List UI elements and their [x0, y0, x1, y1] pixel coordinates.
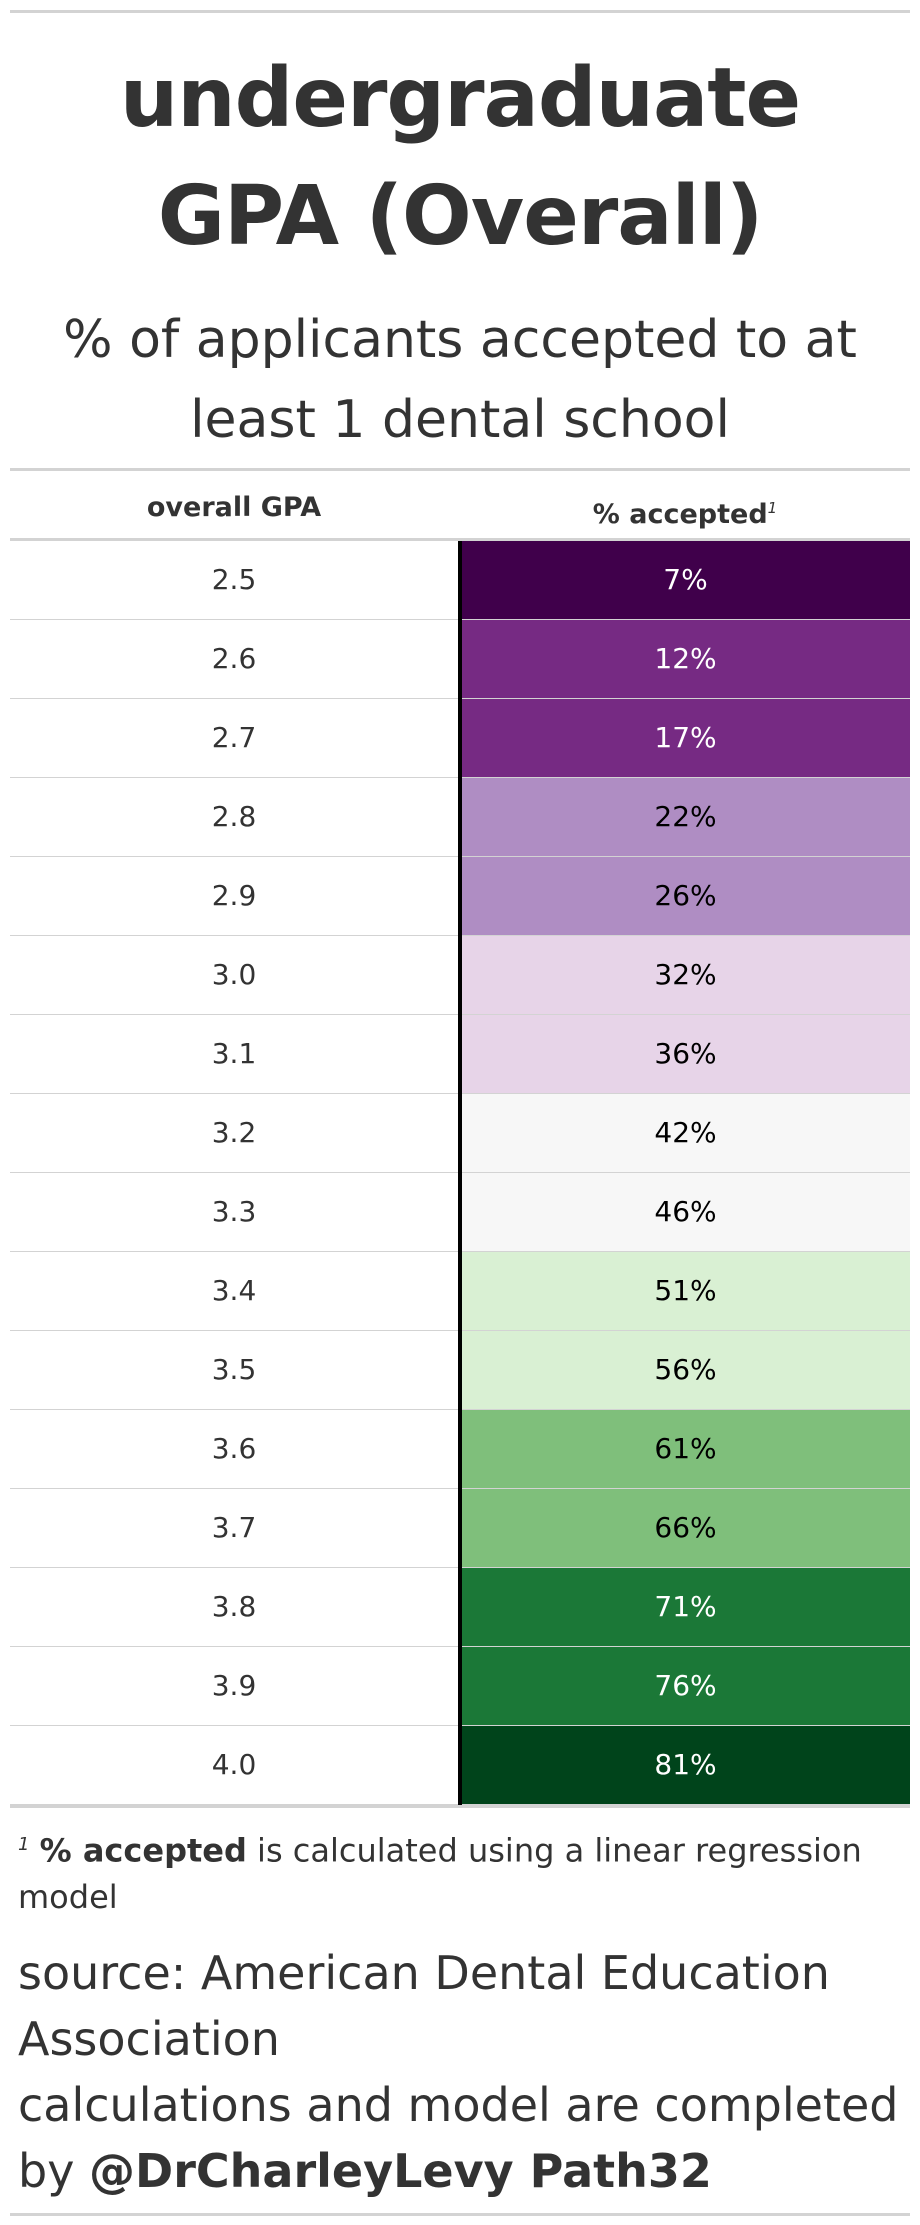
gpa-cell: 2.6	[211, 642, 257, 675]
header-top-rule	[10, 468, 910, 471]
footnote: 1 % accepted is calculated using a linea…	[18, 1822, 900, 1920]
accepted-cell: 66%	[461, 1489, 910, 1567]
gpa-cell: 4.0	[211, 1748, 257, 1781]
gpa-cell: 3.2	[211, 1116, 257, 1149]
source-note: source: American Dental Education Associ…	[18, 1940, 900, 2204]
table-row: 3.9 76%	[10, 1647, 910, 1726]
accepted-cell: 61%	[461, 1410, 910, 1488]
table-row: 3.0 32%	[10, 936, 910, 1015]
table-row: 2.8 22%	[10, 778, 910, 857]
table-bottom-rule	[10, 1805, 910, 1808]
column-header-accepted: % accepted1	[460, 480, 910, 536]
source-line-2: calculations and model are completed by …	[18, 2072, 900, 2204]
accepted-cell: 46%	[461, 1173, 910, 1251]
column-header-gpa: overall GPA	[146, 492, 322, 523]
table-body: 2.5 7% 2.6 12% 2.7 17% 2.8 22% 2.9 26% 3.0 32% 3.1 36…	[10, 541, 910, 1805]
table-row: 2.6 12%	[10, 620, 910, 699]
gpa-cell: 2.9	[211, 879, 257, 912]
page-title: undergraduate GPA (Overall)	[10, 40, 910, 276]
gpa-cell: 2.5	[211, 563, 257, 596]
gpa-cell: 3.8	[211, 1590, 257, 1623]
source-line-2-text: calculations and model are completed by	[18, 2078, 899, 2198]
table-row: 3.8 71%	[10, 1568, 910, 1647]
accepted-cell: 26%	[461, 857, 910, 935]
accepted-cell: 71%	[461, 1568, 910, 1646]
accepted-cell: 12%	[461, 620, 910, 698]
gpa-cell: 3.9	[211, 1669, 257, 1702]
subtitle-line-2: least 1 dental school	[190, 390, 730, 450]
gpa-cell: 3.1	[211, 1037, 257, 1070]
table-row: 3.5 56%	[10, 1331, 910, 1410]
table-row: 2.5 7%	[10, 541, 910, 620]
gpa-cell: 3.3	[211, 1195, 257, 1228]
accepted-cell: 76%	[461, 1647, 910, 1725]
gpa-cell: 3.4	[211, 1274, 257, 1307]
title-line-1: undergraduate	[119, 51, 801, 146]
gpa-cell: 3.0	[211, 958, 257, 991]
bottom-rule	[10, 2213, 910, 2216]
accepted-cell: 7%	[461, 541, 910, 619]
table-row: 3.3 46%	[10, 1173, 910, 1252]
gpa-cell: 3.5	[211, 1353, 257, 1386]
accepted-cell: 51%	[461, 1252, 910, 1330]
footnote-mark: 1	[18, 1834, 30, 1855]
table-row: 3.4 51%	[10, 1252, 910, 1331]
subtitle-line-1: % of applicants accepted to at	[63, 310, 857, 370]
table-row: 3.2 42%	[10, 1094, 910, 1173]
source-author: @DrCharleyLevy Path32	[89, 2144, 712, 2198]
footnote-bold: % accepted	[39, 1831, 247, 1870]
source-line-1: source: American Dental Education Associ…	[18, 1946, 830, 2066]
column-divider	[458, 541, 462, 1805]
accepted-cell: 56%	[461, 1331, 910, 1409]
accepted-cell: 42%	[461, 1094, 910, 1172]
title-line-2: GPA (Overall)	[157, 169, 764, 264]
table-row: 2.7 17%	[10, 699, 910, 778]
gpa-cell: 2.8	[211, 800, 257, 833]
page-subtitle: % of applicants accepted to at least 1 d…	[10, 300, 910, 460]
accepted-cell: 36%	[461, 1015, 910, 1093]
table-row: 4.0 81%	[10, 1726, 910, 1805]
accepted-cell: 17%	[461, 699, 910, 777]
column-header-accepted-label: % accepted	[592, 499, 768, 530]
gpa-cell: 3.6	[211, 1432, 257, 1465]
table-row: 3.7 66%	[10, 1489, 910, 1568]
accepted-cell: 22%	[461, 778, 910, 856]
footnote-text: is calculated using a linear regression …	[18, 1831, 862, 1916]
header-bottom-rule	[10, 538, 910, 541]
gpa-cell: 2.7	[211, 721, 257, 754]
top-rule	[10, 10, 910, 13]
accepted-cell: 32%	[461, 936, 910, 1014]
accepted-cell: 81%	[461, 1726, 910, 1804]
footnote-marker: 1	[767, 499, 778, 517]
gpa-cell: 3.7	[211, 1511, 257, 1544]
